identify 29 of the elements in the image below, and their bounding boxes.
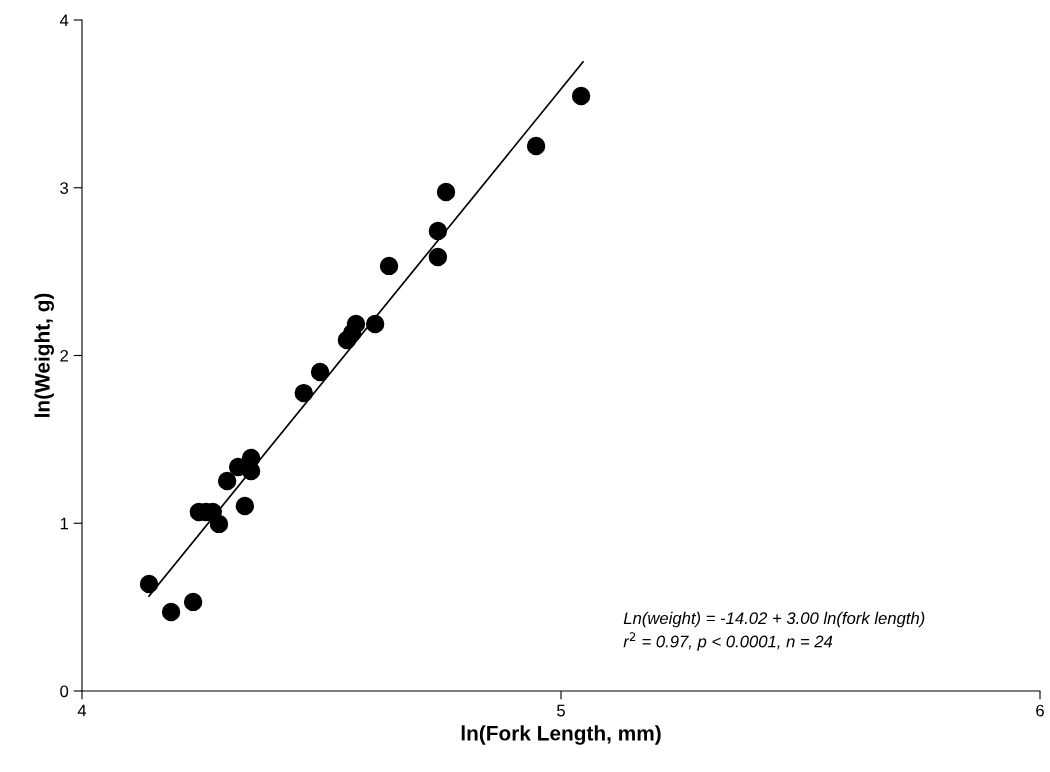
point	[183, 592, 203, 612]
point	[379, 256, 399, 276]
annotation: r$^{2}$ = 0.97, p < 0.0001, n = 24	[623, 632, 833, 651]
point	[346, 314, 366, 334]
point	[310, 362, 330, 382]
point	[217, 471, 237, 491]
y-tick-label: 0	[60, 685, 69, 698]
point	[161, 602, 181, 622]
point	[209, 514, 229, 534]
point	[571, 86, 591, 106]
point	[428, 221, 448, 241]
x-tick-label: 4	[77, 704, 87, 717]
y-tick-label: 1	[60, 517, 68, 530]
y-tick-label: 3	[60, 182, 69, 194]
point	[294, 383, 313, 403]
point	[139, 574, 159, 594]
point	[526, 136, 546, 156]
point	[235, 496, 255, 516]
y-tick-label: 4	[59, 14, 69, 27]
x-axis-title: ln(Fork Length, mm)	[461, 725, 661, 745]
point	[365, 314, 385, 334]
annotation: Ln(weight) = -14.02 + 3.00 ln(fork length)	[623, 611, 925, 628]
x-tick-label: 5	[557, 704, 565, 717]
x-tick-label: 6	[1036, 704, 1044, 717]
point	[241, 461, 261, 481]
point	[428, 247, 448, 267]
y-tick-label: 2	[60, 349, 68, 362]
point	[436, 182, 456, 202]
y-axis-title: ln(Weight, g)	[34, 293, 54, 417]
